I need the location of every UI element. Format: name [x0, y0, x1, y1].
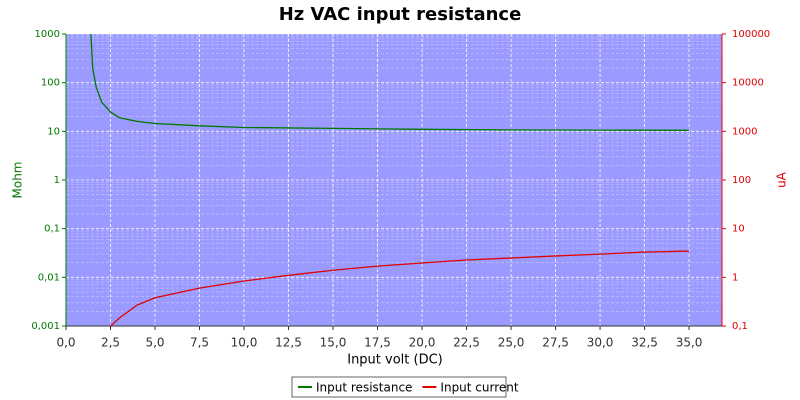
y-axis-label: Mohm: [11, 162, 25, 199]
y-tick-label: 1000: [35, 29, 60, 40]
x-tick-label: 5,0: [145, 336, 164, 350]
x-tick-label: 12,5: [275, 336, 302, 350]
chart-title: Hz VAC input resistance: [279, 4, 522, 25]
x-tick-label: 25,0: [498, 336, 525, 350]
legend-box: [291, 376, 507, 398]
series-line: [91, 34, 689, 130]
x-tick-label: 32,5: [631, 336, 658, 350]
legend-label: Input resistance: [316, 381, 412, 395]
legend-label: Input current: [440, 381, 518, 395]
x-tick-label: 2,5: [101, 336, 120, 350]
x-tick-label: 22,5: [453, 336, 480, 350]
y2-tick-label: 10000: [732, 78, 764, 89]
x-tick-label: 15,0: [320, 336, 347, 350]
y-tick-label: 0,1: [44, 224, 60, 235]
y-tick-label: 0,001: [31, 321, 60, 332]
x-tick-label: 30,0: [587, 336, 614, 350]
y2-tick-label: 100000: [732, 29, 770, 40]
x-tick-label: 10,0: [231, 336, 258, 350]
y2-tick-label: 10: [732, 224, 745, 235]
x-tick-label: 0,0: [56, 336, 75, 350]
x-tick-label: 20,0: [409, 336, 436, 350]
x-tick-label: 27,5: [542, 336, 569, 350]
y2-axis-label: uA: [775, 171, 789, 188]
y-tick-label: 1: [54, 175, 60, 186]
y2-tick-label: 100: [732, 175, 751, 186]
y-tick-label: 100: [41, 78, 60, 89]
x-tick-label: 35,0: [676, 336, 703, 350]
y-tick-label: 10: [47, 126, 60, 137]
x-tick-label: 17,5: [364, 336, 391, 350]
x-tick-label: 7,5: [190, 336, 209, 350]
series-line: [111, 251, 690, 326]
y2-tick-label: 1000: [732, 126, 757, 137]
y2-tick-label: 1: [732, 272, 738, 283]
y-tick-label: 0,01: [38, 272, 60, 283]
x-axis-label: Input volt (DC): [347, 353, 443, 368]
y2-tick-label: 0,1: [732, 321, 748, 332]
